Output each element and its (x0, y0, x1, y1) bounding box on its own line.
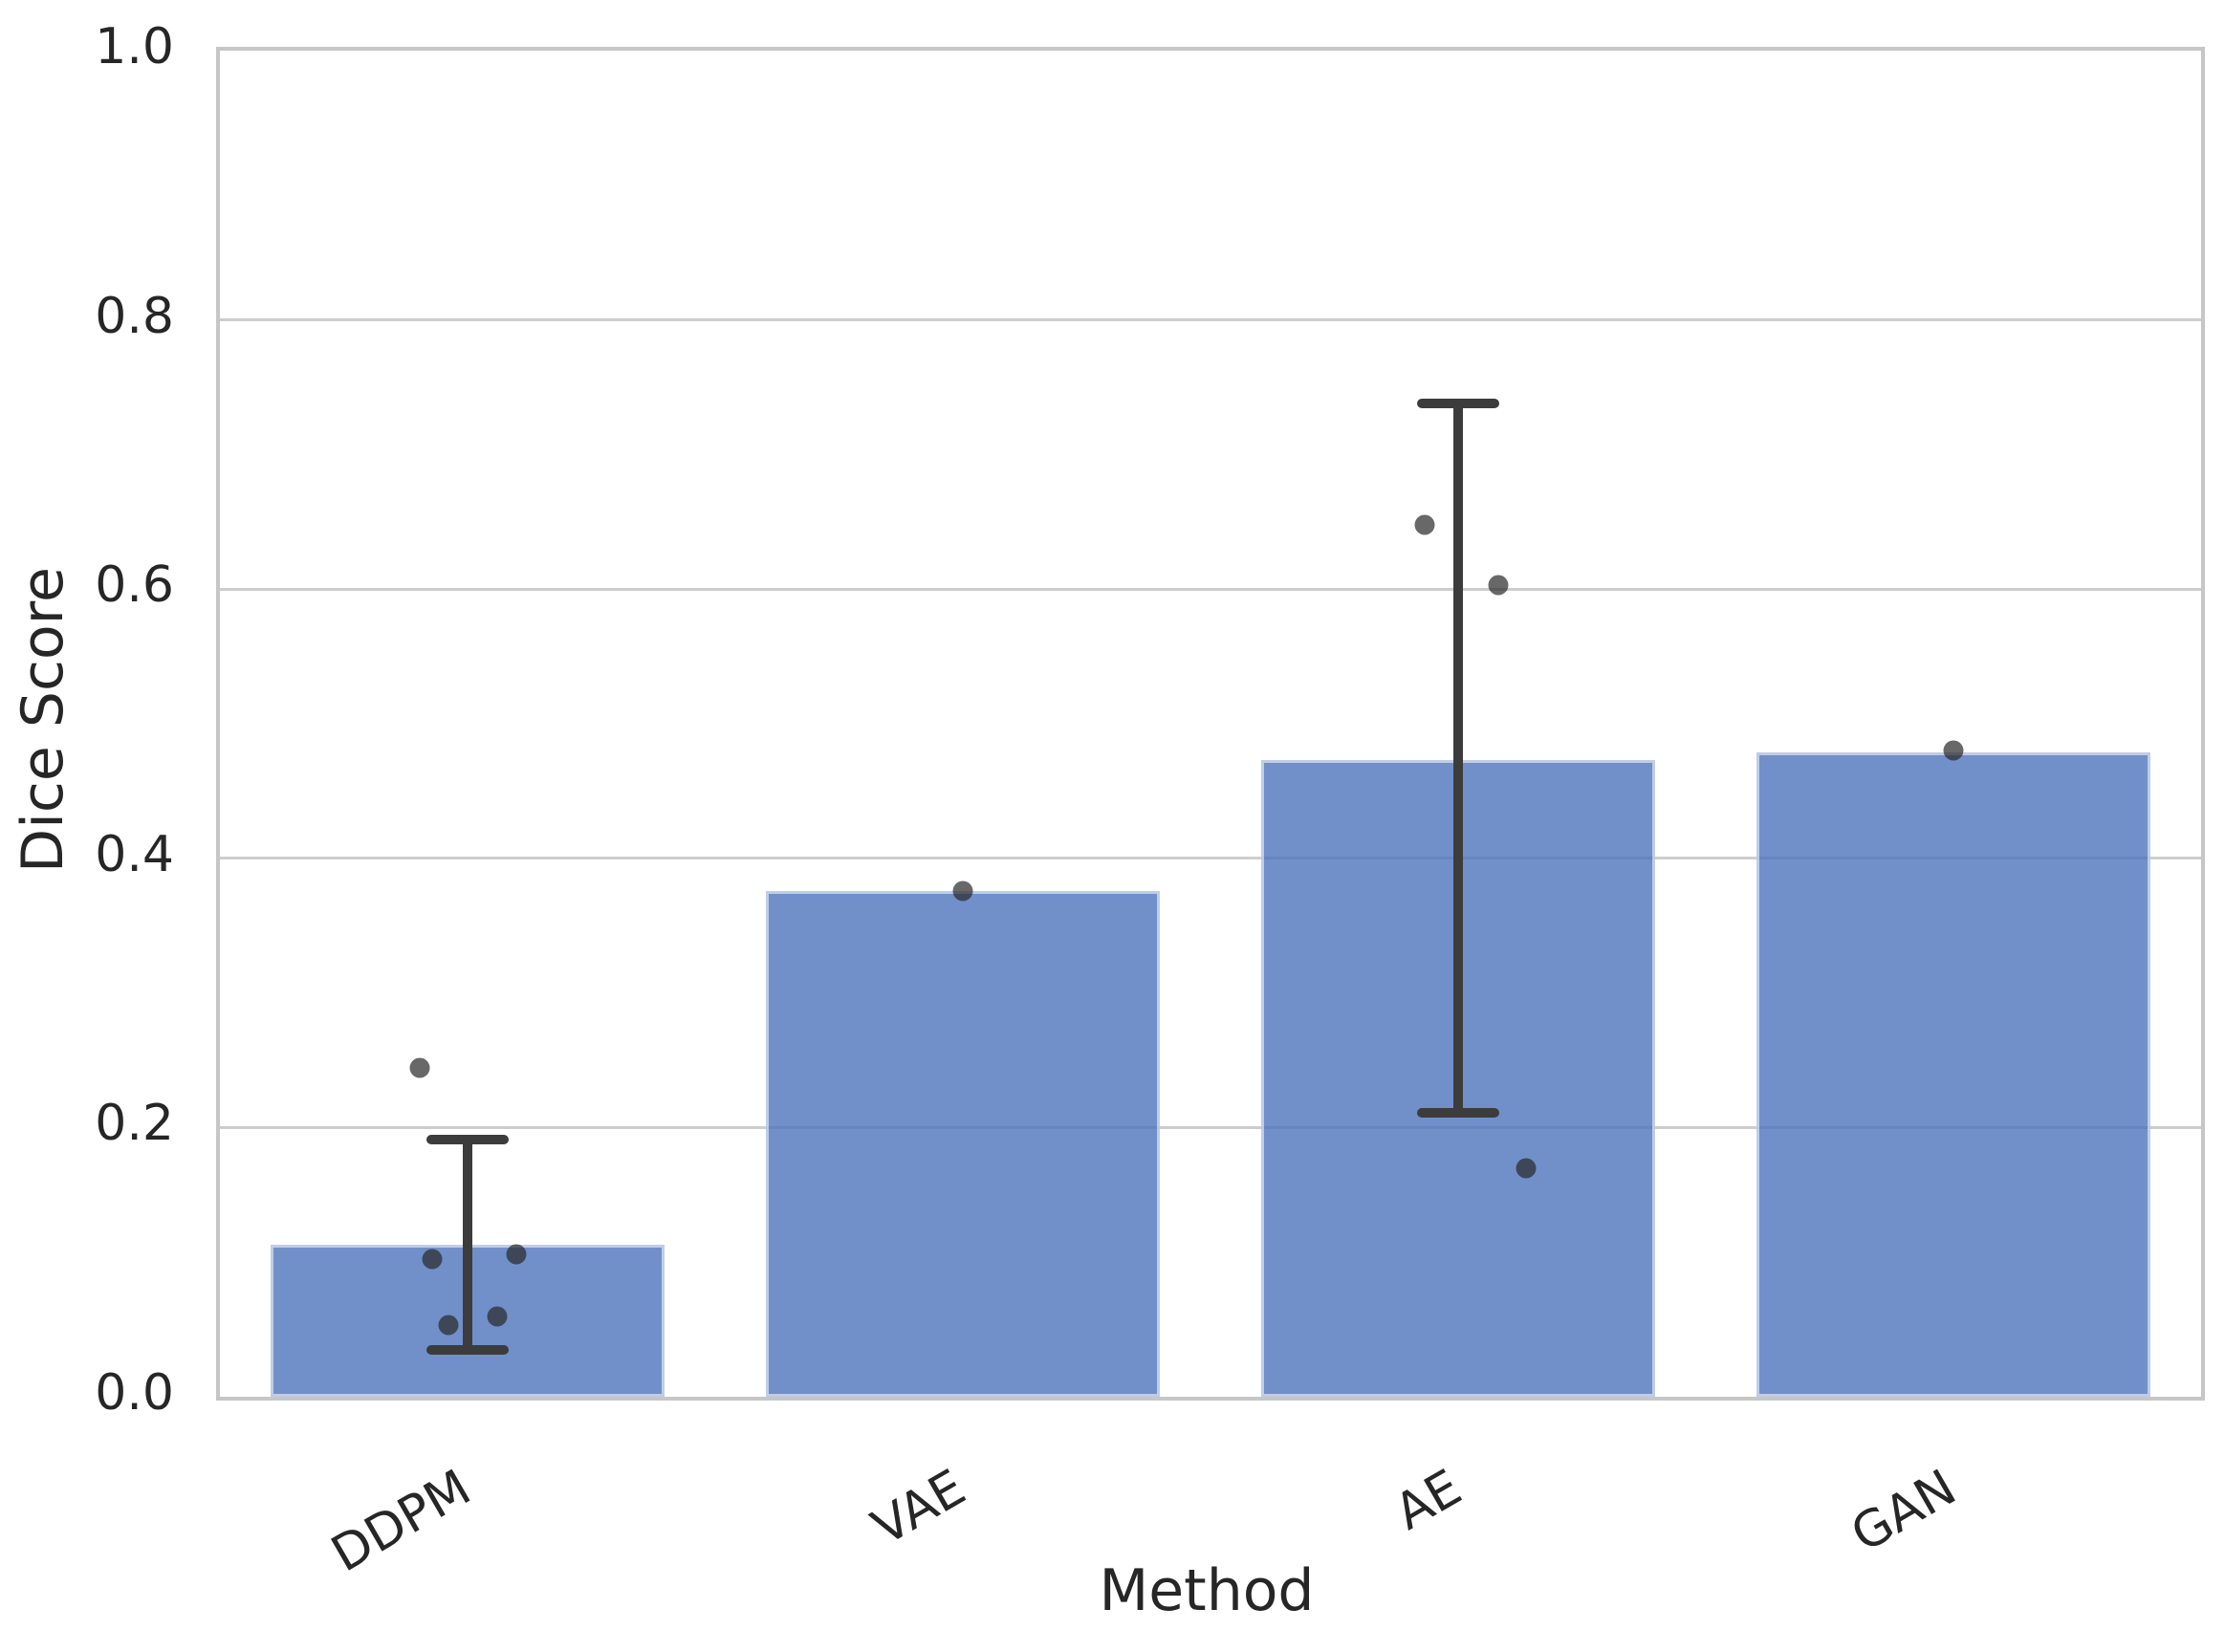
data-point-AE (1488, 575, 1509, 596)
y-tick-label-1.0: 1.0 (95, 18, 174, 76)
gridline-y-0.8 (220, 318, 2201, 322)
x-tick-label-DDPM: DDPM (321, 1459, 480, 1584)
error-bar-cap-bottom-AE (1417, 1107, 1499, 1118)
error-bar-cap-top-DDPM (426, 1135, 509, 1145)
y-tick-label-0.6: 0.6 (95, 556, 174, 615)
error-bar-line-AE (1453, 402, 1463, 1113)
y-tick-label-0.8: 0.8 (95, 287, 174, 345)
y-tick-label-0.4: 0.4 (95, 825, 174, 883)
gridline-y-0.2 (220, 1125, 2201, 1129)
y-tick-label-0.0: 0.0 (95, 1364, 174, 1422)
x-axis-label: Method (1099, 1557, 1315, 1624)
bar-VAE (766, 891, 1160, 1397)
y-axis-label: Dice Score (10, 567, 76, 873)
data-point-DDPM (487, 1306, 508, 1327)
bar-GAN (1756, 752, 2150, 1397)
x-tick-label-AE: AE (1385, 1459, 1471, 1542)
x-tick-label-GAN: GAN (1842, 1459, 1966, 1564)
gridline-y-0.6 (220, 587, 2201, 591)
data-point-VAE (952, 880, 973, 902)
data-point-DDPM (506, 1244, 527, 1265)
error-bar-cap-bottom-DDPM (426, 1344, 509, 1355)
data-point-AE (1414, 514, 1435, 535)
y-tick-label-0.2: 0.2 (95, 1095, 174, 1153)
gridline-y-0.4 (220, 857, 2201, 860)
data-point-GAN (1943, 740, 1964, 761)
data-point-DDPM (422, 1249, 443, 1270)
data-point-AE (1516, 1158, 1537, 1179)
plot-area (216, 47, 2205, 1401)
error-bar-line-DDPM (463, 1140, 472, 1350)
x-tick-label-VAE: VAE (862, 1459, 975, 1557)
error-bar-cap-top-AE (1417, 398, 1499, 408)
data-point-DDPM (409, 1057, 430, 1078)
data-point-DDPM (438, 1315, 459, 1336)
